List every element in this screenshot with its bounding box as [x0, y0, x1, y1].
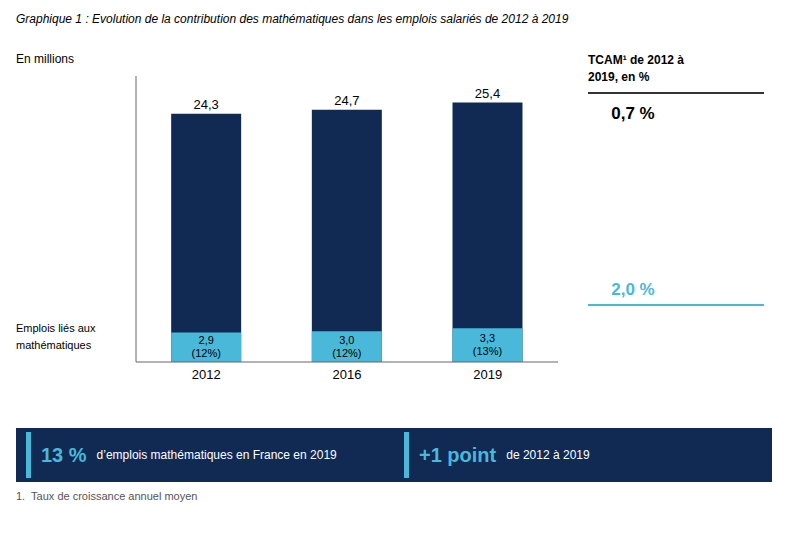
html-text:d’emplois mathématiques en Fra: d’emplois mathématiques en France en 201… — [96, 448, 337, 462]
svg-text:2,9: 2,9 — [199, 334, 214, 346]
svg-text:(12%): (12%) — [332, 347, 361, 359]
svg-text:(12%): (12%) — [191, 347, 220, 359]
svg-text:25,4: 25,4 — [475, 86, 500, 101]
html-text:2019, en %: 2019, en % — [588, 69, 650, 84]
html-text:En millions: En millions — [16, 52, 74, 66]
html-text:+1 point: +1 point — [419, 443, 497, 466]
html-text:2,0 %: 2,0 % — [611, 280, 655, 299]
html-text:13 %: 13 % — [41, 443, 87, 466]
svg-text:3,0: 3,0 — [339, 334, 354, 346]
svg-text:2019: 2019 — [473, 367, 502, 382]
html-text:Graphique 1 : Evolution de la: Graphique 1 : Evolution de la contributi… — [16, 12, 569, 26]
svg-text:24,7: 24,7 — [334, 93, 359, 108]
html-text:Emplois liés aux mathématiques: Emplois liés aux mathématiques — [16, 322, 96, 351]
html-text:de 2012 à 2019: de 2012 à 2019 — [506, 448, 590, 462]
html-text:0,7 %: 0,7 % — [611, 103, 655, 123]
svg-text:3,3: 3,3 — [480, 332, 495, 344]
svg-text:(13%): (13%) — [473, 345, 502, 357]
svg-text:24,3: 24,3 — [194, 97, 219, 112]
svg-text:2012: 2012 — [192, 367, 221, 382]
svg-text:2016: 2016 — [333, 367, 362, 382]
html-text:1. Taux de croissance annuel m: 1. Taux de croissance annuel moyen — [16, 490, 198, 502]
html-text:TCAM¹ de 2012 à: TCAM¹ de 2012 à — [588, 53, 684, 67]
